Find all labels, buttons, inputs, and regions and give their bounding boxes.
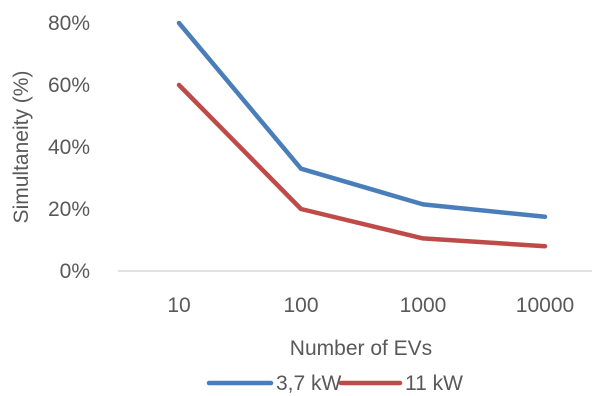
y-axis-title: Simultaneity (%) xyxy=(10,71,33,224)
x-tick-label: 10000 xyxy=(516,294,574,317)
series-line xyxy=(176,82,548,249)
series-layer xyxy=(176,20,548,249)
legend-label: 3,7 kW xyxy=(276,372,342,395)
y-tick-label: 40% xyxy=(48,136,90,159)
x-tick-label: 10 xyxy=(167,294,190,317)
x-tick-label: 100 xyxy=(283,294,318,317)
y-tick-label: 0% xyxy=(60,260,90,283)
y-tick-label: 60% xyxy=(48,74,90,97)
y-axis-ticks: 0% 20% 40% 60% 80% xyxy=(48,12,90,283)
y-tick-label: 80% xyxy=(48,12,90,35)
x-axis-title: Number of EVs xyxy=(290,337,432,360)
legend-label: 11 kW xyxy=(405,372,463,395)
x-axis-ticks: 10 100 1000 10000 xyxy=(167,294,574,317)
series-line xyxy=(176,20,548,220)
x-tick-label: 1000 xyxy=(400,294,447,317)
y-tick-label: 20% xyxy=(48,198,90,221)
legend: 3,7 kW 11 kW xyxy=(206,372,463,395)
